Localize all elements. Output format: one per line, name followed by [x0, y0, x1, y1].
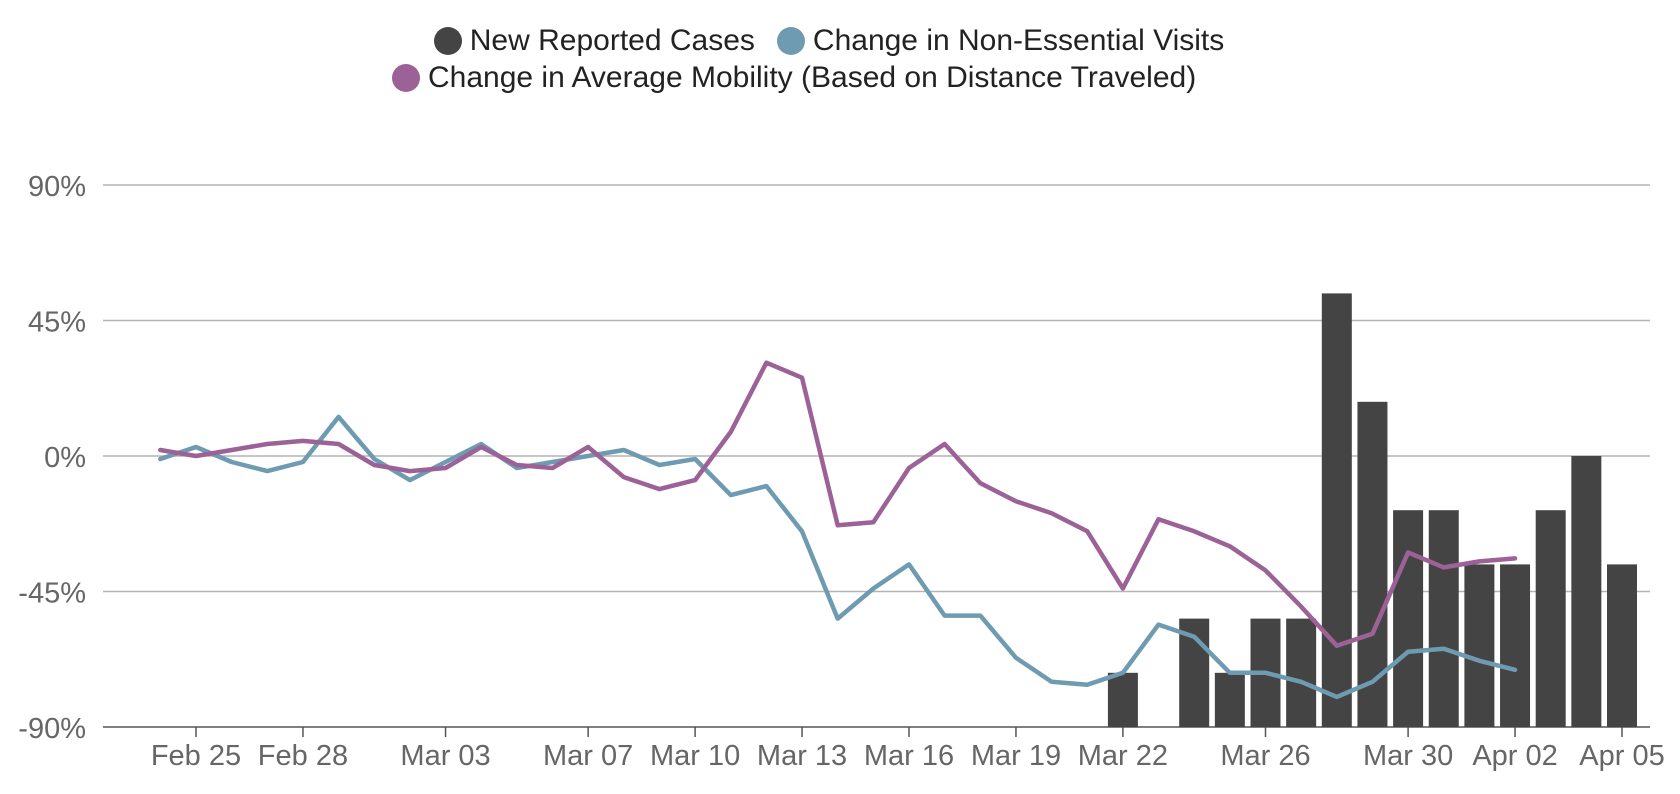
- x-tick-label: Mar 10: [650, 740, 740, 772]
- bar: [1393, 510, 1424, 727]
- x-tick-label: Mar 13: [757, 740, 847, 772]
- y-tick-label: -45%: [18, 578, 86, 610]
- x-tick-label: Apr 05: [1579, 740, 1664, 772]
- legend-label: New Reported Cases: [469, 23, 755, 57]
- bar: [1321, 293, 1352, 727]
- bar: [1214, 672, 1245, 727]
- x-tick-label: Apr 02: [1472, 740, 1557, 772]
- x-tick-label: Mar 22: [1078, 740, 1168, 772]
- series-line-average-mobility: [158, 360, 1518, 648]
- y-tick-label: 90%: [28, 171, 86, 203]
- y-tick-label: 45%: [28, 307, 86, 339]
- bar: [1464, 564, 1495, 727]
- legend-marker-icon: [433, 26, 462, 55]
- x-tick-label: Feb 25: [151, 740, 241, 772]
- legend-label: Change in Non-Essential Visits: [812, 23, 1225, 57]
- x-tick-label: Mar 26: [1220, 740, 1310, 772]
- x-tick-label: Mar 03: [400, 740, 490, 772]
- bar: [1571, 456, 1602, 727]
- bar: [1607, 564, 1637, 727]
- x-tick-label: Mar 16: [864, 740, 954, 772]
- legend-item-average-mobility[interactable]: Change in Average Mobility (Based on Dis…: [392, 61, 1196, 95]
- legend-label: Change in Average Mobility (Based on Dis…: [428, 60, 1197, 94]
- legend-marker-icon: [776, 26, 805, 55]
- x-tick-label: Feb 28: [258, 740, 348, 772]
- x-tick-label: Mar 07: [543, 740, 633, 772]
- legend-item-non-essential-visits[interactable]: Change in Non-Essential Visits: [776, 23, 1225, 58]
- y-tick-label: -90%: [18, 713, 86, 745]
- bar: [1500, 564, 1531, 727]
- bar: [1428, 510, 1459, 727]
- x-tick-label: Mar 19: [971, 740, 1061, 772]
- legend-item-new-reported-cases[interactable]: New Reported Cases: [433, 23, 755, 58]
- x-tick-label: Mar 30: [1363, 740, 1453, 772]
- legend: New Reported Cases Change in Non-Essenti…: [0, 22, 1680, 96]
- bar: [1286, 618, 1317, 727]
- bar: [1357, 401, 1388, 727]
- legend-marker-icon: [392, 63, 420, 92]
- bar: [1107, 672, 1138, 727]
- bar: [1535, 510, 1566, 727]
- y-tick-label: 0%: [44, 442, 86, 474]
